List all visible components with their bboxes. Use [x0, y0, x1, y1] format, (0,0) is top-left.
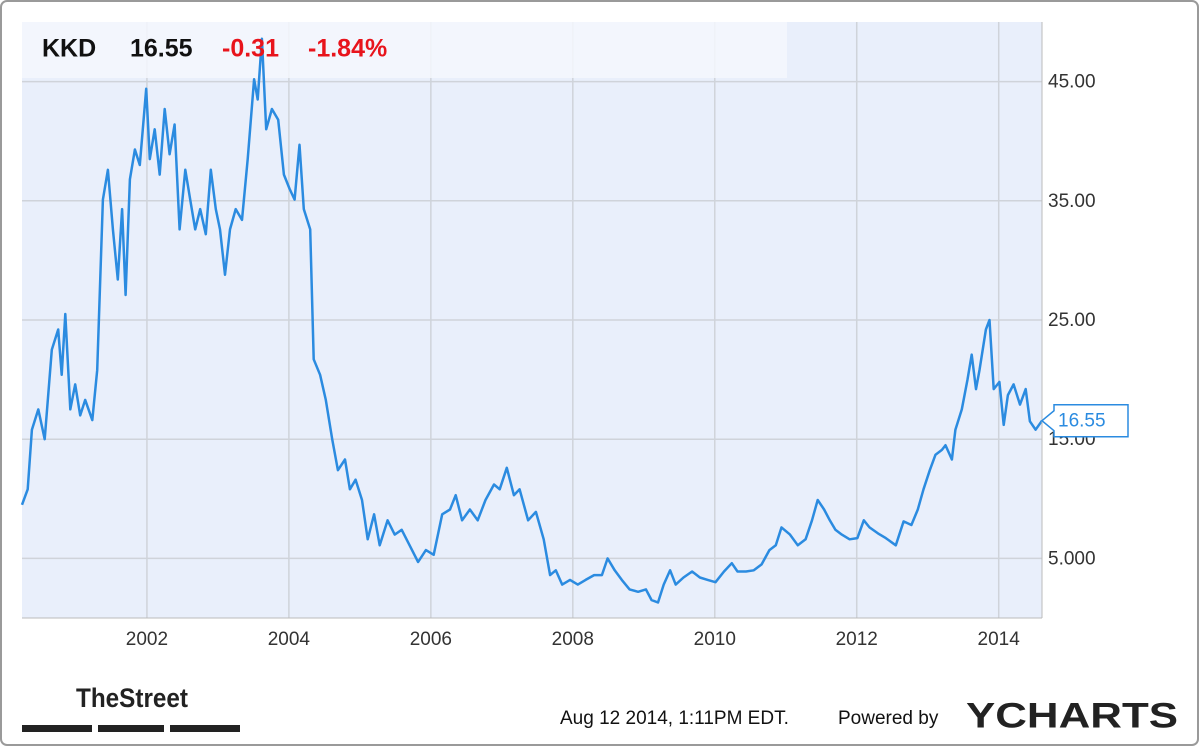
provider: YCHARTS: [966, 696, 1178, 735]
last-value-label: 16.55: [1058, 411, 1106, 432]
plot: [20, 37, 1044, 604]
header-band: [22, 22, 787, 78]
branding-bar: [170, 725, 240, 732]
x-tick-label: 2004: [268, 629, 311, 650]
x-tick-label: 2008: [552, 629, 594, 650]
price: 16.55: [130, 35, 193, 63]
timestamp: Aug 12 2014, 1:11PM EDT.: [560, 708, 789, 729]
y-tick-label: 5.000: [1048, 548, 1096, 569]
x-tick-label: 2010: [694, 629, 736, 650]
x-tick-label: 2014: [978, 629, 1021, 650]
y-tick-label: 25.00: [1048, 310, 1096, 331]
x-tick-label: 2002: [126, 629, 168, 650]
y-tick-label: 35.00: [1048, 191, 1096, 212]
x-tick-label: 2012: [836, 629, 878, 650]
branding-bar: [22, 725, 92, 732]
change-percent: -1.84%: [308, 35, 387, 63]
price-line: [20, 37, 1044, 604]
change: -0.31: [222, 35, 279, 63]
x-tick-label: 2006: [410, 629, 452, 650]
ticker: KKD: [42, 35, 96, 63]
last-value-callout: [1040, 403, 1129, 438]
y-tick-label: 45.00: [1048, 72, 1096, 93]
powered-by: Powered by: [838, 708, 939, 729]
branding: TheStreet: [76, 683, 188, 713]
branding-bar: [98, 725, 164, 732]
